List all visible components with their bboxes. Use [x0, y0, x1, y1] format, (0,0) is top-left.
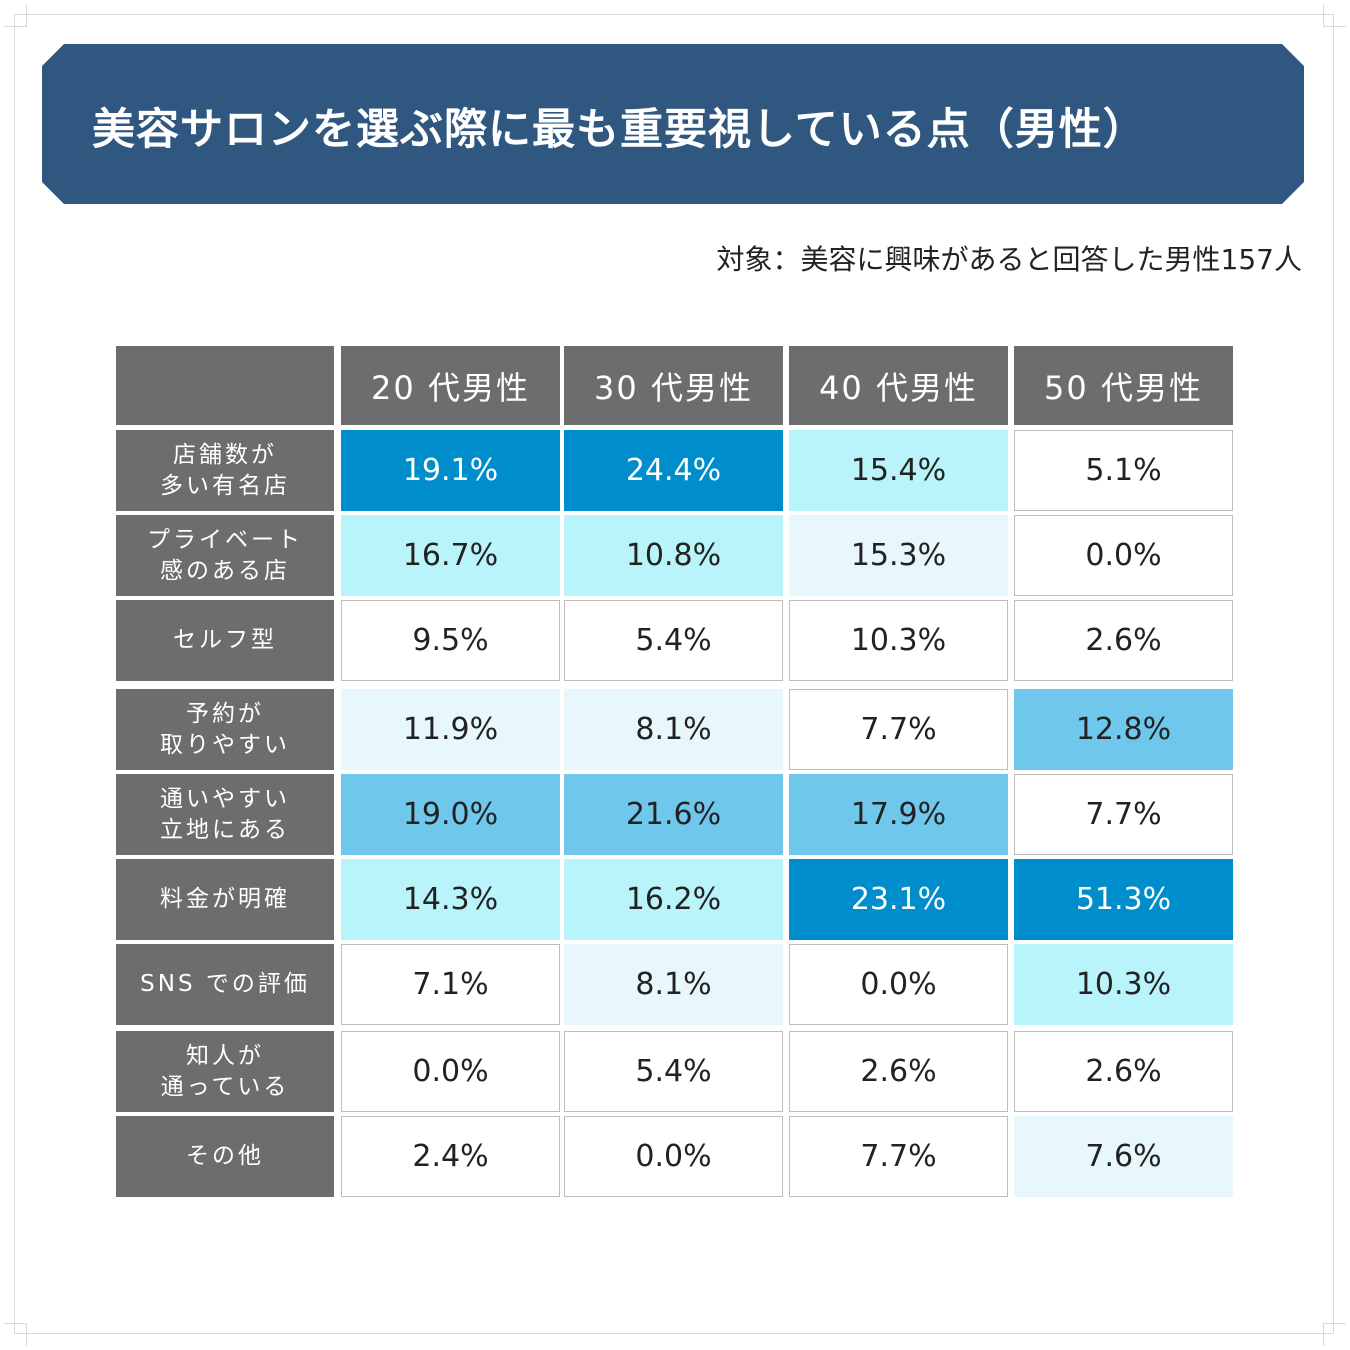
value-cell: 17.9% — [789, 774, 1008, 855]
row-label: その他 — [116, 1116, 334, 1197]
row-label: SNS での評価 — [116, 944, 334, 1025]
value-cell: 2.6% — [1014, 600, 1233, 681]
value-cell: 5.1% — [1014, 430, 1233, 511]
value-cell: 7.7% — [789, 1116, 1008, 1197]
row-label: 通いやすい 立地にある — [116, 774, 334, 855]
column-header: 50 代男性 — [1014, 346, 1233, 425]
value-cell: 11.9% — [341, 689, 560, 770]
value-cell: 8.1% — [564, 689, 783, 770]
value-cell: 0.0% — [789, 944, 1008, 1025]
value-cell: 10.3% — [1014, 944, 1233, 1025]
value-cell: 0.0% — [341, 1031, 560, 1112]
chart-subtitle: 対象：美容に興味があると回答した男性157人 — [716, 243, 1302, 276]
corner-mark-top-left — [4, 4, 27, 27]
value-cell: 0.0% — [564, 1116, 783, 1197]
value-cell: 2.6% — [789, 1031, 1008, 1112]
value-cell: 19.0% — [341, 774, 560, 855]
row-label: 料金が明確 — [116, 859, 334, 940]
row-label: プライベート 感のある店 — [116, 515, 334, 596]
value-cell: 14.3% — [341, 859, 560, 940]
value-cell: 15.4% — [789, 430, 1008, 511]
value-cell: 2.6% — [1014, 1031, 1233, 1112]
value-cell: 2.4% — [341, 1116, 560, 1197]
row-label: 知人が 通っている — [116, 1031, 334, 1112]
row-label: 予約が 取りやすい — [116, 689, 334, 770]
value-cell: 7.7% — [1014, 774, 1233, 855]
value-cell: 16.7% — [341, 515, 560, 596]
value-cell: 0.0% — [1014, 515, 1233, 596]
value-cell: 16.2% — [564, 859, 783, 940]
column-header: 40 代男性 — [789, 346, 1008, 425]
value-cell: 7.6% — [1014, 1116, 1233, 1197]
value-cell: 7.1% — [341, 944, 560, 1025]
value-cell: 7.7% — [789, 689, 1008, 770]
row-label: 店舗数が 多い有名店 — [116, 430, 334, 511]
value-cell: 9.5% — [341, 600, 560, 681]
chart-title: 美容サロンを選ぶ際に最も重要視している点（男性） — [92, 105, 1147, 155]
value-cell: 19.1% — [341, 430, 560, 511]
corner-mark-bottom-right — [1323, 1323, 1346, 1346]
value-cell: 24.4% — [564, 430, 783, 511]
value-cell: 12.8% — [1014, 689, 1233, 770]
header-corner-cell — [116, 346, 334, 425]
value-cell: 10.8% — [564, 515, 783, 596]
row-label: セルフ型 — [116, 600, 334, 681]
value-cell: 5.4% — [564, 600, 783, 681]
value-cell: 51.3% — [1014, 859, 1233, 940]
outer-frame — [14, 14, 1334, 1334]
corner-mark-top-right — [1323, 4, 1346, 27]
value-cell: 15.3% — [789, 515, 1008, 596]
value-cell: 23.1% — [789, 859, 1008, 940]
value-cell: 8.1% — [564, 944, 783, 1025]
column-header: 20 代男性 — [341, 346, 560, 425]
value-cell: 5.4% — [564, 1031, 783, 1112]
corner-mark-bottom-left — [4, 1323, 27, 1346]
column-header: 30 代男性 — [564, 346, 783, 425]
value-cell: 10.3% — [789, 600, 1008, 681]
value-cell: 21.6% — [564, 774, 783, 855]
title-banner — [42, 44, 1304, 204]
